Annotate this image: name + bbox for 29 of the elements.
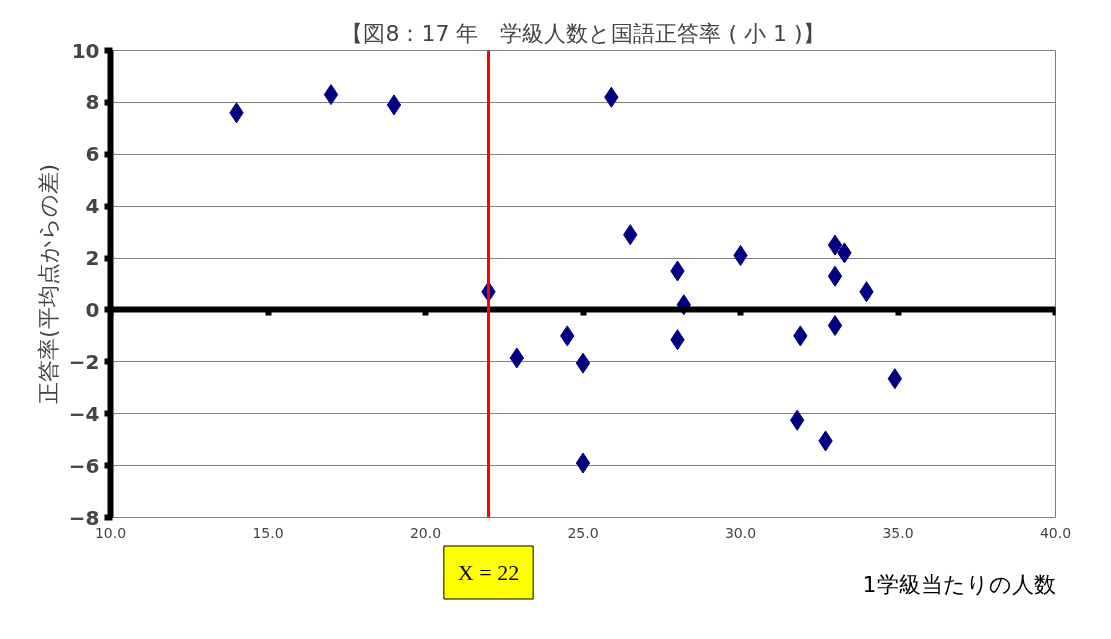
x-tick-label: 25.0 [567,524,599,541]
y-tick-label: −6 [68,453,100,478]
y-tick-label: −4 [68,401,100,426]
y-axis-title: 正答率(平均点からの差) [35,163,61,405]
y-tick-label: 6 [85,142,100,167]
ref-line-label: X = 22 [457,560,520,585]
y-tick-label: 0 [85,297,100,322]
point [386,94,402,116]
chart-title: 【図8：17 年 学級人数と国語正答率 ( 小 1 )】 [341,20,825,46]
x-tick-label: 40.0 [1039,524,1072,541]
y-tick-label: 8 [85,90,100,115]
x-tick-label: 35.0 [882,524,914,541]
point [827,234,843,256]
x-tick-label: 20.0 [409,524,442,541]
point [509,347,525,369]
point [887,368,903,390]
point [827,315,843,337]
point [323,84,339,106]
point [575,452,591,474]
x-tick-label: 10.0 [94,524,127,541]
y-tick-label: 10 [71,38,100,63]
y-tick-label: −2 [68,349,100,374]
x-tick-label: 15.0 [252,524,284,541]
y-tick-label: 4 [85,194,100,219]
x-tick-label: 30.0 [724,524,757,541]
point [827,265,843,287]
y-tick-label: 2 [85,246,100,271]
point [575,352,591,374]
x-axis-title: 1学級当たりの人数 [862,572,1056,597]
